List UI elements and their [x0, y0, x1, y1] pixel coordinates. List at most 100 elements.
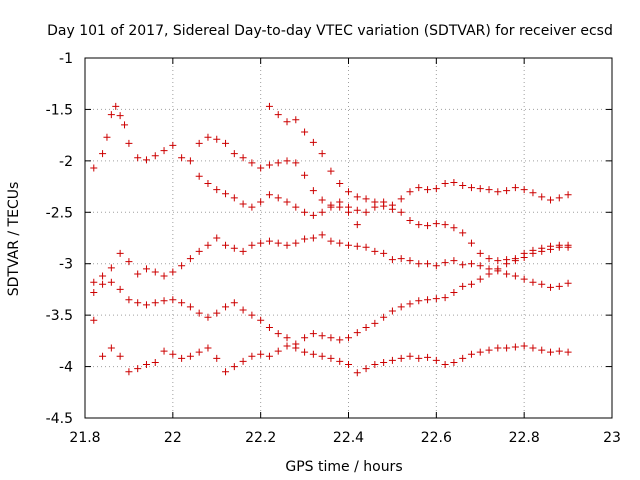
data-point	[125, 368, 133, 376]
data-point	[345, 241, 352, 249]
data-point	[538, 280, 546, 288]
data-point	[362, 195, 370, 203]
data-point	[90, 164, 98, 172]
data-point	[230, 363, 238, 371]
data-point	[239, 200, 247, 208]
data-point	[345, 188, 352, 196]
data-point	[213, 135, 221, 143]
data-point	[160, 272, 168, 280]
data-point	[309, 211, 317, 219]
data-point	[301, 348, 309, 356]
data-point	[327, 334, 335, 342]
data-point	[274, 111, 282, 119]
data-point	[353, 193, 361, 201]
data-point	[142, 301, 150, 309]
data-point	[222, 241, 230, 249]
x-tick-label: 22.8	[509, 430, 540, 446]
data-point	[353, 221, 361, 229]
data-point	[239, 306, 247, 314]
data-point	[116, 352, 124, 360]
data-point	[265, 237, 273, 245]
data-point	[494, 265, 502, 273]
data-point	[90, 316, 98, 324]
data-point	[265, 191, 273, 199]
data-point	[547, 348, 555, 356]
y-tick-label: -2.5	[46, 205, 73, 221]
data-point	[230, 194, 238, 202]
series-track-a	[90, 102, 361, 229]
data-point	[397, 195, 405, 203]
data-point	[248, 241, 256, 249]
data-point	[362, 365, 370, 373]
data-point	[467, 350, 475, 358]
data-point	[283, 334, 291, 342]
data-point	[345, 203, 352, 211]
data-point	[125, 296, 133, 304]
data-point	[336, 239, 344, 247]
data-point	[432, 356, 440, 364]
data-point	[151, 299, 159, 307]
data-point	[178, 354, 186, 362]
data-point	[107, 278, 115, 286]
data-point	[336, 179, 344, 187]
data-point	[160, 147, 168, 155]
data-point	[520, 275, 528, 283]
data-point	[380, 198, 388, 206]
data-point	[204, 344, 212, 352]
data-point	[248, 352, 256, 360]
data-point	[99, 150, 107, 158]
data-point	[441, 221, 449, 229]
data-point	[555, 194, 563, 202]
data-point	[151, 268, 159, 276]
data-point	[547, 245, 555, 253]
data-point	[292, 203, 300, 211]
y-tick-label: -4	[59, 360, 73, 376]
data-point	[121, 121, 129, 129]
data-point	[485, 255, 493, 263]
data-point	[388, 356, 396, 364]
data-point	[318, 208, 326, 216]
data-point	[336, 357, 344, 365]
data-point	[204, 179, 212, 187]
data-point	[125, 139, 133, 147]
data-point	[555, 347, 563, 355]
data-point	[388, 256, 396, 264]
y-tick-label: -4.5	[46, 411, 73, 427]
series-track-b	[265, 102, 572, 213]
data-point	[415, 221, 423, 229]
data-point	[248, 159, 256, 167]
data-point	[195, 172, 203, 180]
data-point	[283, 157, 291, 165]
data-point	[555, 243, 563, 251]
series-track-f	[90, 316, 572, 377]
x-axis-label: GPS time / hours	[285, 459, 402, 475]
data-point	[494, 188, 502, 196]
data-point	[415, 354, 423, 362]
data-point	[257, 164, 265, 172]
data-point	[432, 262, 440, 270]
data-point	[564, 191, 572, 199]
plot-frame	[84, 57, 613, 419]
data-point	[213, 234, 221, 242]
data-point	[318, 150, 326, 158]
data-point	[467, 184, 475, 192]
data-point	[257, 239, 265, 247]
data-point	[327, 203, 335, 211]
data-point	[538, 346, 546, 354]
x-tick-label: 21.8	[69, 430, 100, 446]
data-point	[424, 186, 432, 194]
data-point	[213, 309, 221, 317]
data-point	[283, 118, 291, 126]
data-point	[318, 332, 326, 340]
data-point	[424, 353, 432, 361]
data-point	[257, 350, 265, 358]
data-point	[195, 309, 203, 317]
data-point	[301, 128, 309, 136]
data-point	[362, 323, 370, 331]
data-point	[99, 352, 107, 360]
data-point	[424, 296, 432, 304]
data-point	[459, 182, 467, 190]
data-point	[397, 255, 405, 263]
data-point	[178, 299, 186, 307]
data-point	[107, 344, 115, 352]
